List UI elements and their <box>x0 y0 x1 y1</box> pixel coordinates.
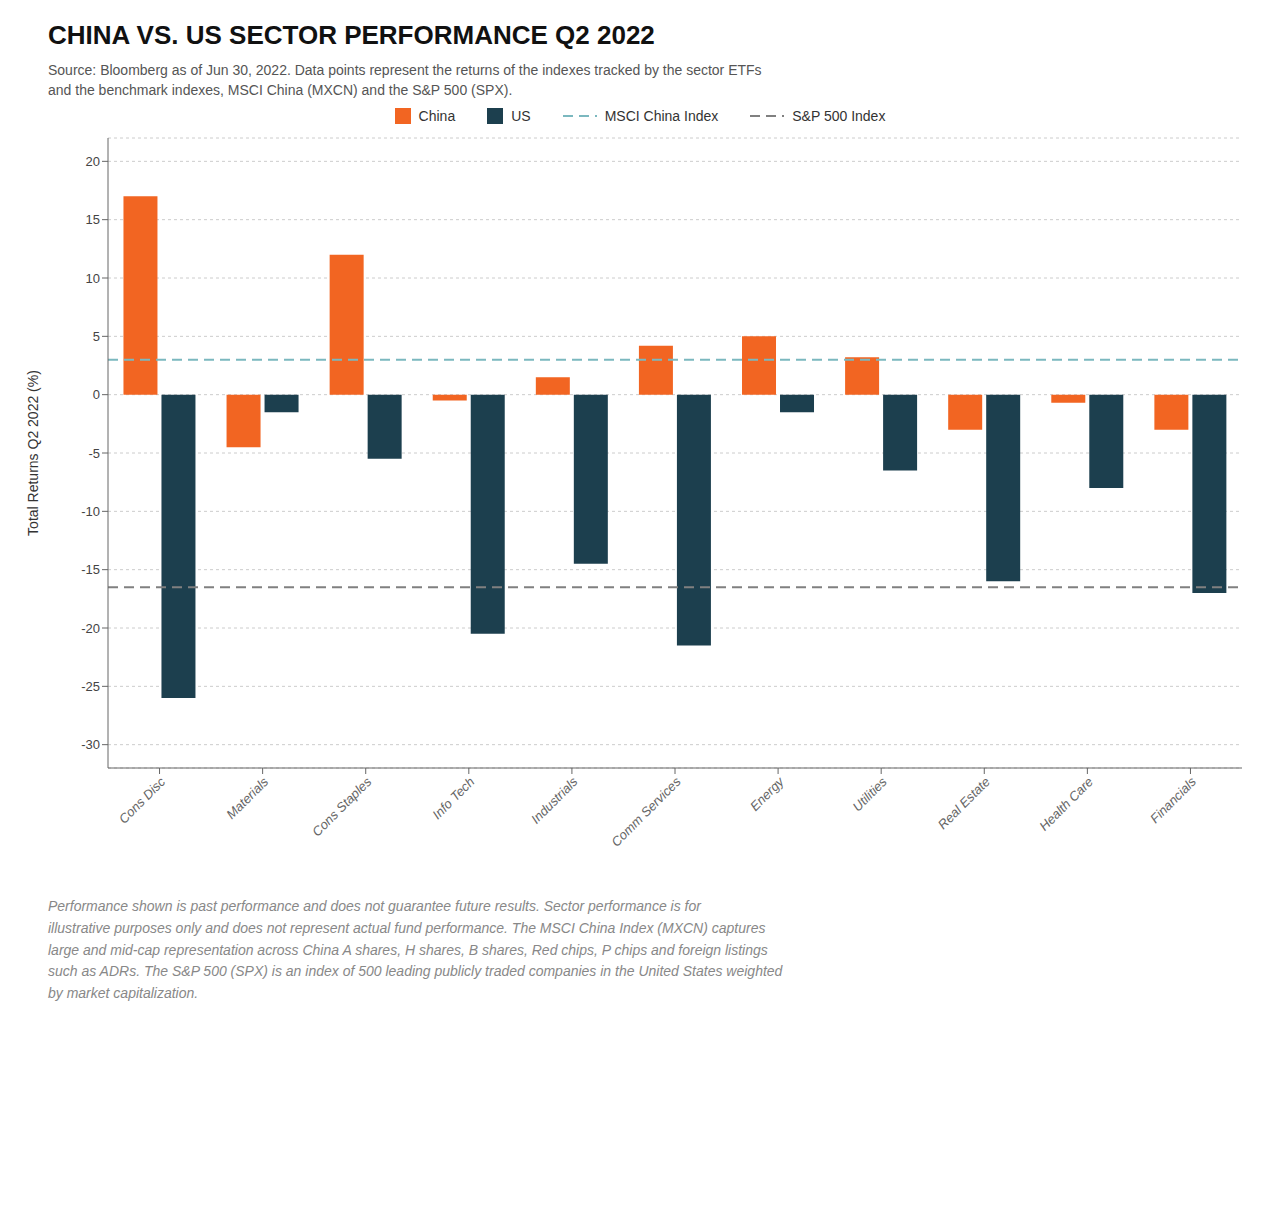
svg-text:-15: -15 <box>81 562 100 577</box>
html-text:CHINA VS. US SECTOR PERFORMANC: CHINA VS. US SECTOR PERFORMANCE Q2 2022 <box>48 20 655 50</box>
svg-text:0: 0 <box>93 387 100 402</box>
svg-text:-25: -25 <box>81 679 100 694</box>
svg-text:-10: -10 <box>81 504 100 519</box>
svg-text:15: 15 <box>86 212 100 227</box>
svg-text:20: 20 <box>86 154 100 169</box>
html-text:Performance shown is past perf: Performance shown is past performance an… <box>48 898 783 1001</box>
html-text:China: China <box>418 108 456 125</box>
svg-text:Comm Services: Comm Services <box>608 774 684 850</box>
svg-text:-5: -5 <box>88 446 100 461</box>
svg-text:10: 10 <box>86 271 100 286</box>
svg-text:Utilities: Utilities <box>850 774 891 815</box>
svg-text:Financials: Financials <box>1147 774 1199 826</box>
svg-text:Industrials: Industrials <box>528 774 581 827</box>
svg-text:Health Care: Health Care <box>1036 774 1096 834</box>
svg-text:Total Returns Q2 2022 (%): Total Returns Q2 2022 (%) <box>25 370 41 536</box>
svg-text:-20: -20 <box>81 621 100 636</box>
svg-text:Materials: Materials <box>223 774 271 822</box>
svg-text:Real Estate: Real Estate <box>935 774 993 832</box>
svg-text:-30: -30 <box>81 737 100 752</box>
html-text:Source: Bloomberg as of Jun 30: Source: Bloomberg as of Jun 30, 2022. Da… <box>48 62 762 98</box>
html-text:US: US <box>511 108 531 125</box>
svg-text:5: 5 <box>93 329 100 344</box>
svg-text:Cons Staples: Cons Staples <box>309 774 375 840</box>
html-text:MSCI China Index: MSCI China Index <box>604 108 719 125</box>
svg-text:Energy: Energy <box>747 773 788 814</box>
svg-text:Info Tech: Info Tech <box>429 774 477 822</box>
svg-text:Cons Disc: Cons Disc <box>116 774 169 827</box>
html-text:S&P 500 Index: S&P 500 Index <box>792 108 886 125</box>
